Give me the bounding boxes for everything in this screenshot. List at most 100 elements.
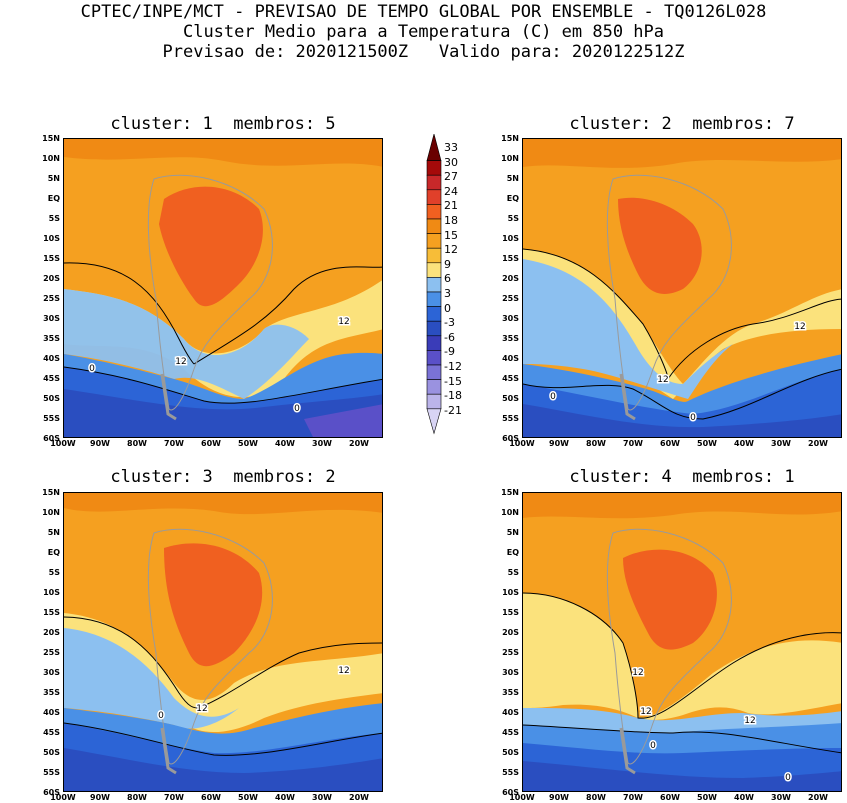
lat-tick-label: 60S <box>502 434 519 443</box>
lon-tick-label: 90W <box>90 439 110 448</box>
contour-label: 12 <box>338 666 349 676</box>
lon-tick-label: 70W <box>623 793 643 802</box>
lat-tick-label: 30S <box>43 314 60 323</box>
lat-tick-label: 25S <box>43 648 60 657</box>
map-panel-2: 12 12 0 0 <box>522 138 842 438</box>
colorbar-level-label: -21 <box>444 403 462 417</box>
lat-tick-label: 10S <box>502 234 519 243</box>
colorbar-level-label: 6 <box>444 272 451 286</box>
lon-tick-label: 30W <box>771 439 791 448</box>
contour-label: 0 <box>690 413 696 423</box>
lon-tick-label: 40W <box>275 439 295 448</box>
colorbar-swatch <box>426 262 442 278</box>
lat-tick-label: EQ <box>47 548 60 557</box>
lon-tick-label: 60W <box>660 793 680 802</box>
colorbar-level-label: 33 <box>444 141 458 154</box>
lat-tick-label: 15S <box>43 608 60 617</box>
contour-label: 0 <box>294 404 300 414</box>
colorbar-swatch <box>426 364 442 380</box>
lat-tick-label: EQ <box>506 548 519 557</box>
lat-tick-label: 40S <box>502 354 519 363</box>
lon-tick-label: 100W <box>50 793 76 802</box>
main-title: CPTEC/INPE/MCT - PREVISAO DE TEMPO GLOBA… <box>80 2 767 22</box>
lat-tick-label: 40S <box>43 708 60 717</box>
colorbar-level-label: 3 <box>444 287 451 300</box>
colorbar-level-label: -12 <box>444 360 462 373</box>
colorbar-level-label: 24 <box>444 184 458 198</box>
lon-tick-label: 60W <box>201 439 221 448</box>
lon-tick-label: 60W <box>660 439 680 448</box>
lon-tick-label: 30W <box>771 793 791 802</box>
map-panel-3: 12 12 0 <box>63 492 383 792</box>
lat-tick-label: 10S <box>43 588 60 597</box>
lat-tick-label: 5N <box>47 528 60 537</box>
lat-tick-label: 30S <box>502 668 519 677</box>
colorbar-level-label: -18 <box>444 389 462 403</box>
lat-tick-label: 50S <box>43 748 60 757</box>
lat-tick-label: 25S <box>502 294 519 303</box>
lat-tick-label: 35S <box>502 688 519 697</box>
colorbar-swatch <box>426 233 442 249</box>
lat-tick-label: 20S <box>502 274 519 283</box>
lon-tick-label: 40W <box>734 439 754 448</box>
lon-tick-label: 80W <box>127 439 147 448</box>
contour-label: 0 <box>158 711 164 721</box>
map-svg-1: 12 12 0 0 <box>64 139 382 437</box>
lat-tick-label: 10N <box>501 154 519 163</box>
lat-tick-label: 45S <box>43 374 60 383</box>
map-svg-2: 12 12 0 0 <box>523 139 841 437</box>
lon-tick-label: 20W <box>349 793 369 802</box>
colorbar-swatch <box>426 379 442 395</box>
lon-tick-label: 100W <box>50 439 76 448</box>
lat-tick-label: 40S <box>502 708 519 717</box>
colorbar-level-label: -3 <box>444 316 455 330</box>
map-panel-4: 12 12 12 0 0 <box>522 492 842 792</box>
lon-tick-label: 50W <box>238 793 258 802</box>
contour-label: 12 <box>657 375 668 385</box>
lon-tick-label: 90W <box>90 793 110 802</box>
lat-tick-label: 45S <box>43 728 60 737</box>
subtitle-dates: Previsao de: 2020121500Z Valido para: 20… <box>162 42 685 62</box>
lat-tick-label: 5N <box>47 174 60 183</box>
lat-tick-label: 5N <box>506 174 519 183</box>
lon-tick-label: 40W <box>734 793 754 802</box>
lat-tick-label: EQ <box>47 194 60 203</box>
lat-tick-label: 20S <box>502 628 519 637</box>
contour-label: 0 <box>650 741 656 751</box>
colorbar-level-label: -9 <box>444 345 455 359</box>
subtitle-variable: Cluster Medio para a Temperatura (C) em … <box>182 22 665 42</box>
panel-title-3: cluster: 3 membros: 2 <box>110 467 336 487</box>
lat-tick-label: 25S <box>502 648 519 657</box>
colorbar-level-label: 15 <box>444 228 458 242</box>
lon-tick-label: 70W <box>164 439 184 448</box>
lon-tick-label: 50W <box>697 439 717 448</box>
lat-tick-label: 5S <box>507 214 519 223</box>
map-svg-3: 12 12 0 <box>64 493 382 791</box>
lon-tick-label: 20W <box>808 439 828 448</box>
colorbar-level-label: 9 <box>444 257 451 271</box>
contour-label: 12 <box>744 716 755 726</box>
contour-label: 12 <box>632 668 643 678</box>
lat-tick-label: 50S <box>502 394 519 403</box>
lat-tick-label: 50S <box>43 394 60 403</box>
lat-tick-label: 55S <box>43 414 60 423</box>
lon-tick-label: 80W <box>127 793 147 802</box>
lon-tick-label: 40W <box>275 793 295 802</box>
lat-tick-label: 15S <box>43 254 60 263</box>
contour-label: 12 <box>338 317 349 327</box>
lat-tick-label: 55S <box>502 414 519 423</box>
lon-tick-label: 70W <box>164 793 184 802</box>
lon-tick-label: 30W <box>312 439 332 448</box>
lon-tick-label: 80W <box>586 439 606 448</box>
lat-tick-label: 5S <box>507 568 519 577</box>
lon-tick-label: 60W <box>201 793 221 802</box>
contour-label: 12 <box>196 704 207 714</box>
colorbar-swatch <box>426 306 442 322</box>
lat-tick-label: 60S <box>502 788 519 797</box>
colorbar-swatch <box>426 408 442 435</box>
lat-tick-label: 30S <box>43 668 60 677</box>
lat-tick-label: 25S <box>43 294 60 303</box>
lat-tick-label: 10N <box>42 154 60 163</box>
colorbar-swatch <box>426 350 442 366</box>
lat-tick-label: 5S <box>48 568 60 577</box>
